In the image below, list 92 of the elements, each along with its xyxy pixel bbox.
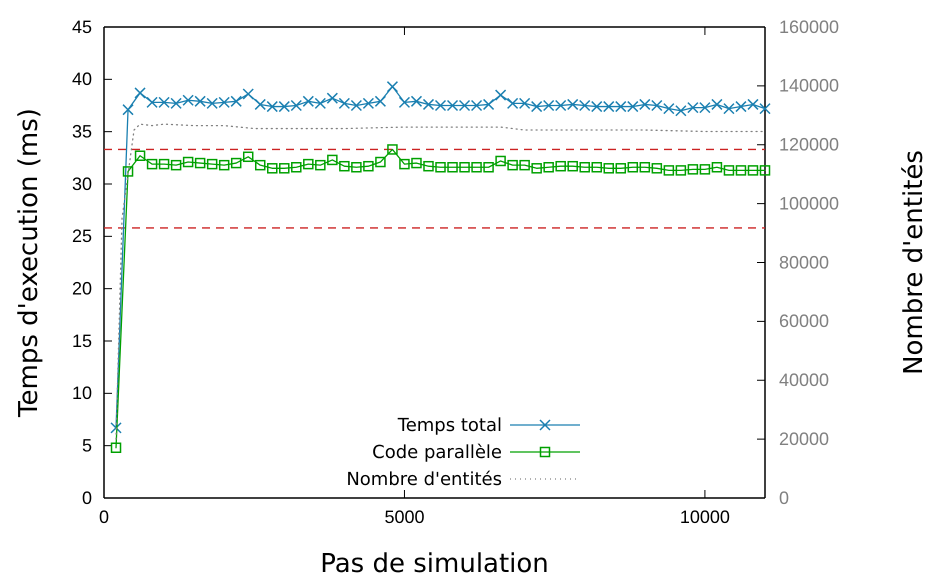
y2-axis-title: Nombre d'entités [899,150,929,375]
point [303,158,314,170]
point [543,162,554,173]
point [579,162,590,173]
y2-tick-label: 140000 [779,76,840,96]
point [447,162,458,173]
point [736,165,746,176]
y2-tick-label: 40000 [779,370,830,390]
point [315,160,326,170]
point [122,166,134,177]
point [748,165,758,176]
point [711,98,723,110]
point [110,442,122,454]
x-tick-label: 10000 [680,506,730,527]
point [760,165,770,176]
point [664,165,674,176]
point [291,162,302,173]
y2-tick-label: 160000 [779,16,840,37]
point [519,160,530,170]
y2-tick-label: 80000 [779,252,830,272]
point [134,87,146,99]
point [326,92,338,104]
point [267,163,278,174]
y-tick-label: 30 [72,174,92,194]
point [327,154,338,166]
point [242,152,254,162]
y-tick-label: 15 [72,330,92,351]
point [567,160,578,172]
point [411,158,422,168]
y-axis-title: Temps d'execution (ms) [14,108,44,418]
point [158,158,170,170]
point [339,160,350,172]
point [640,162,650,173]
y-tick-label: 40 [72,69,92,90]
point [591,162,602,173]
point [230,158,242,168]
y-tick-label: 25 [72,226,92,246]
y2-tick-label: 0 [779,488,790,508]
point [399,158,410,170]
point [616,163,626,174]
point [423,160,434,172]
point [386,80,398,92]
y-tick-label: 35 [72,121,92,142]
point [724,165,734,176]
point [495,156,506,166]
point [507,160,518,170]
point [206,158,218,170]
point [134,150,146,161]
point [194,158,206,168]
point [435,162,446,173]
point [375,156,386,168]
point [387,144,398,155]
y2-tick-label: 20000 [779,428,830,449]
legend-label: Temps total [396,415,502,436]
point [700,164,710,175]
point [170,160,182,170]
point [218,160,230,170]
y2-tick-label: 100000 [779,193,840,214]
point [628,162,638,173]
point [242,88,254,100]
point [122,104,134,116]
point [182,156,194,168]
point [363,160,374,172]
point [146,158,158,170]
y-tick-label: 10 [72,383,92,404]
point [279,163,290,174]
point [459,162,470,173]
point [494,89,506,101]
point [676,165,686,176]
y-tick-label: 0 [82,488,92,508]
x-tick-label: 0 [98,506,110,527]
y2-tick-label: 120000 [779,134,840,155]
point [531,163,542,174]
y-tick-label: 45 [72,16,92,37]
point [652,163,662,174]
point [555,160,566,172]
y-tick-label: 5 [82,435,92,456]
point [604,163,614,174]
point [110,422,122,434]
legend-label: Nombre d'entités [346,469,502,490]
point [483,162,494,173]
point [351,162,362,173]
point [688,164,698,175]
point [471,162,482,173]
x-axis-title: Pas de simulation [320,549,549,576]
y-tick-label: 20 [72,278,92,298]
legend-label: Code parallèle [372,442,502,463]
point [759,102,771,114]
x-tick-label: 5000 [384,506,424,527]
point [712,162,722,173]
y2-tick-label: 60000 [779,311,830,332]
point [254,160,266,170]
